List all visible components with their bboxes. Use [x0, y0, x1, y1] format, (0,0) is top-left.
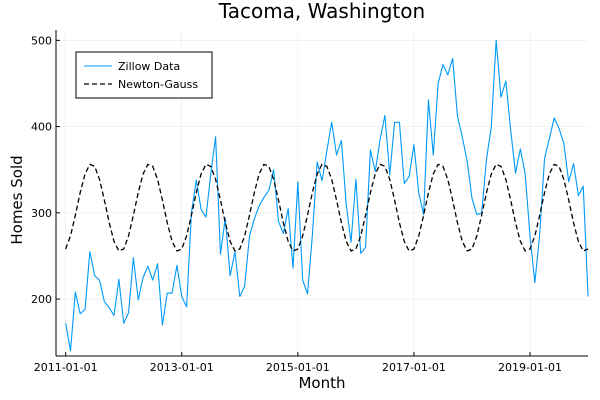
y-tick-label: 500: [31, 34, 52, 47]
series-line-newton-gauss: [65, 163, 589, 252]
x-tick-label: 2011-01-01: [34, 361, 98, 374]
chart-title: Tacoma, Washington: [218, 0, 425, 23]
x-tick-label: 2015-01-01: [266, 361, 330, 374]
x-tick-label: 2017-01-01: [382, 361, 446, 374]
legend-label: Newton-Gauss: [118, 78, 198, 91]
y-tick-label: 400: [31, 121, 52, 134]
y-tick-label: 200: [31, 293, 52, 306]
y-axis-label: Homes Sold: [8, 155, 26, 244]
axes: 2011-01-01 2013-01-01 2015-01-01 2017-01-01…: [31, 30, 588, 374]
y-tick-label: 300: [31, 207, 52, 220]
legend: Zillow Data Newton-Gauss: [75, 51, 213, 99]
series-layer: [65, 39, 589, 352]
series-line-zillow-data: [65, 39, 589, 352]
x-axis-label: Month: [298, 374, 345, 392]
x-tick-label: 2019-01-01: [498, 361, 562, 374]
legend-label: Zillow Data: [118, 60, 180, 73]
legend-box: [75, 51, 213, 99]
x-tick-label: 2013-01-01: [150, 361, 214, 374]
